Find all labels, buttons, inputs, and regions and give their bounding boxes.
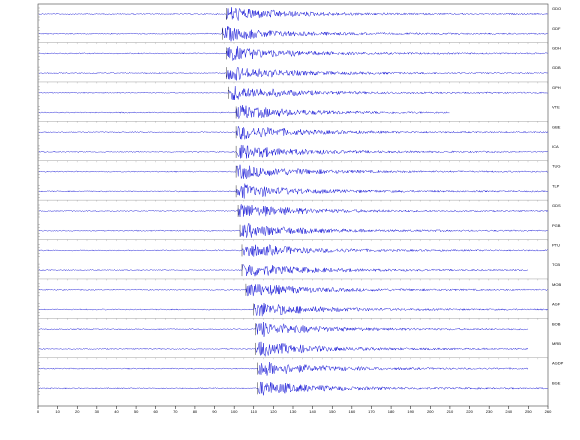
x-tick-label: 200 (427, 409, 434, 414)
x-tick-label: 240 (505, 409, 512, 414)
x-tick-label: 210 (447, 409, 454, 414)
x-tick-label: 260 (545, 409, 552, 414)
waveform (38, 263, 529, 277)
x-tick-label: 50 (134, 409, 139, 414)
trace-label: GBE (552, 124, 561, 129)
trace-label: GDH (552, 45, 561, 50)
waveform (38, 46, 548, 61)
waveform (38, 125, 549, 140)
trace-label: TCB (552, 262, 560, 267)
trace-label: MRB (552, 341, 561, 346)
x-tick-label: 150 (329, 409, 336, 414)
plot-frame (37, 3, 549, 407)
x-tick-label: 70 (173, 409, 178, 414)
x-tick-label: 100 (231, 409, 238, 414)
waveform (38, 105, 450, 120)
waveform (38, 66, 548, 81)
trace-label: PTU (552, 242, 560, 247)
x-tick-label: 10 (55, 409, 60, 414)
x-tick-label: 60 (153, 409, 158, 414)
waveform (38, 204, 549, 217)
x-tick-label: 120 (270, 409, 277, 414)
x-tick-label: 190 (407, 409, 414, 414)
x-tick-label: 20 (75, 409, 80, 414)
x-tick-label: 130 (290, 409, 297, 414)
waveform (38, 222, 548, 238)
x-tick-label: 110 (251, 409, 258, 414)
waveform (38, 341, 529, 357)
waveform (38, 321, 529, 337)
trace-label: GDF (552, 26, 561, 31)
x-tick-label: 30 (95, 409, 100, 414)
trace-label: BGE (552, 380, 561, 385)
trace-label: PGB (552, 223, 561, 228)
waveform (38, 86, 548, 101)
trace-label: MOB (552, 282, 561, 287)
trace-label: AGF (552, 302, 561, 307)
waveform (38, 183, 548, 199)
trace-label: GDS (552, 203, 561, 208)
trace-label: TUG (552, 164, 560, 169)
x-tick-label: 0 (37, 409, 40, 414)
x-tick-label: 220 (466, 409, 473, 414)
waveform (38, 302, 548, 317)
trace-label: TLP (552, 183, 560, 188)
x-tick-label: 80 (193, 409, 198, 414)
waveform (38, 164, 548, 180)
x-tick-label: 140 (309, 409, 316, 414)
x-tick-label: 90 (212, 409, 217, 414)
trace-label: BOB (552, 321, 561, 326)
trace-label: GDO (552, 6, 561, 11)
x-tick-label: 180 (388, 409, 395, 414)
waveform (38, 7, 548, 21)
waveform (38, 361, 529, 376)
trace-label: ICA (552, 144, 559, 149)
waveform (38, 284, 548, 297)
x-tick-label: 160 (349, 409, 356, 414)
x-tick-label: 230 (486, 409, 493, 414)
waveform (38, 25, 548, 42)
x-tick-label: 250 (525, 409, 532, 414)
x-tick-label: 170 (368, 409, 375, 414)
trace-label: VTE (552, 105, 560, 110)
waveform (38, 244, 548, 257)
trace-label: GPH (552, 85, 561, 90)
trace-label: AGDP (552, 361, 564, 366)
waveform (38, 144, 548, 159)
waveform (38, 381, 548, 396)
trace-label: GDB (552, 65, 561, 70)
x-tick-label: 40 (114, 409, 119, 414)
